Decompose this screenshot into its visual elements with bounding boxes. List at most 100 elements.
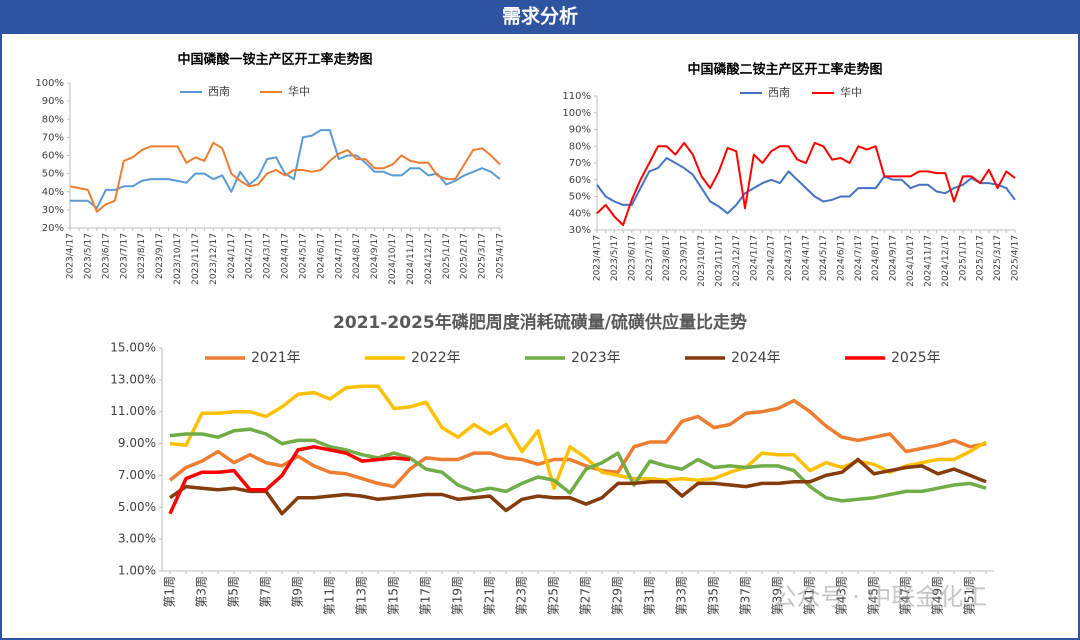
x-tick-label: 第11周: [323, 576, 337, 615]
y-tick-label: 5.00%: [118, 500, 156, 514]
y-tick-label: 70%: [42, 132, 64, 143]
x-tick-label: 第35周: [707, 576, 721, 615]
x-tick-label: 第13周: [355, 576, 369, 615]
x-tick-label: 2023/6/17: [627, 235, 637, 281]
x-tick-label: 2025/4/17: [1011, 235, 1021, 281]
y-tick-label: 30%: [569, 225, 591, 236]
x-tick-label: 2024/11/17: [406, 233, 416, 285]
y-tick-label: 60%: [42, 151, 64, 162]
series-line: [169, 427, 987, 503]
watermark: 公众号 · 中联金化工: [773, 583, 988, 611]
x-tick-label: 第25周: [547, 576, 561, 615]
x-tick-label: 第29周: [611, 576, 625, 615]
x-tick-label: 2024/6/17: [836, 235, 846, 281]
y-tick-label: 110%: [562, 91, 591, 102]
legend-label: 西南: [768, 86, 790, 99]
chart-title: 中国磷酸二铵主产区开工率走势图: [687, 62, 882, 78]
x-tick-label: 2023/12/17: [732, 235, 742, 287]
x-tick-label: 2025/2/17: [460, 233, 470, 279]
x-tick-label: 2023/10/17: [697, 235, 707, 287]
x-tick-label: 2024/9/17: [889, 235, 899, 281]
x-tick-label: 2024/5/17: [819, 235, 829, 281]
x-tick-label: 第3周: [195, 576, 209, 608]
chart-title: 2021-2025年磷肥周度消耗硫磺量/硫磺供应量比走势: [333, 312, 747, 333]
x-tick-label: 第23周: [515, 576, 529, 615]
legend-label: 2024年: [731, 350, 781, 366]
x-tick-label: 2024/4/17: [281, 233, 291, 279]
x-tick-label: 2024/11/17: [923, 235, 933, 287]
x-tick-label: 第27周: [579, 576, 593, 615]
y-tick-label: 15.00%: [110, 341, 156, 355]
series-line: [596, 157, 1016, 215]
x-tick-label: 第7周: [259, 576, 273, 608]
legend-label: 西南: [208, 85, 230, 98]
y-tick-label: 40%: [569, 208, 591, 219]
y-tick-label: 90%: [42, 96, 64, 107]
x-tick-label: 2023/11/17: [714, 235, 724, 287]
x-tick-label: 2024/9/17: [370, 233, 380, 279]
x-tick-label: 2024/4/17: [802, 235, 812, 281]
y-tick-label: 3.00%: [118, 532, 156, 546]
legend-label: 2022年: [411, 350, 461, 366]
x-tick-label: 2024/8/17: [871, 235, 881, 281]
y-tick-label: 30%: [42, 205, 64, 216]
x-tick-label: 2024/10/17: [906, 235, 916, 287]
legend-label: 华中: [840, 85, 862, 99]
x-tick-label: 2024/3/17: [784, 235, 794, 281]
x-tick-label: 第39周: [771, 576, 785, 615]
x-tick-label: 第49周: [931, 576, 945, 615]
series-line: [169, 457, 987, 516]
y-tick-label: 40%: [42, 187, 64, 198]
y-tick-label: 50%: [569, 192, 591, 203]
y-tick-label: 11.00%: [110, 404, 156, 418]
x-tick-label: 2023/4/17: [593, 235, 603, 281]
x-tick-label: 2023/12/17: [209, 233, 219, 285]
x-tick-label: 第43周: [835, 576, 849, 615]
y-tick-label: 13.00%: [110, 372, 156, 386]
x-tick-label: 第5周: [227, 576, 241, 608]
legend-label: 华中: [288, 84, 310, 98]
legend-label: 2023年: [571, 350, 621, 366]
series-line: [168, 398, 987, 489]
x-tick-label: 第31周: [643, 576, 657, 615]
y-tick-label: 50%: [42, 169, 64, 180]
x-tick-label: 2023/6/17: [101, 233, 111, 279]
x-tick-label: 2025/1/17: [958, 235, 968, 281]
x-tick-label: 第33周: [675, 576, 689, 615]
x-tick-label: 2023/8/17: [137, 233, 147, 279]
y-tick-label: 100%: [35, 78, 64, 89]
x-tick-label: 2024/5/17: [298, 233, 308, 279]
x-tick-label: 2025/4/17: [496, 233, 506, 279]
y-tick-label: 80%: [569, 141, 591, 152]
x-tick-label: 第1周: [163, 576, 177, 608]
x-tick-label: 2024/2/17: [767, 235, 777, 281]
y-tick-label: 70%: [569, 158, 591, 169]
x-tick-label: 2023/7/17: [645, 235, 655, 281]
y-tick-label: 100%: [562, 108, 591, 119]
x-tick-label: 2024/8/17: [352, 233, 362, 279]
x-tick-label: 第37周: [739, 576, 753, 615]
series-line: [168, 445, 411, 515]
legend-label: 2025年: [891, 350, 941, 366]
x-tick-label: 2023/5/17: [610, 235, 620, 281]
header-bar: [0, 0, 1080, 34]
x-tick-label: 2025/2/17: [976, 235, 986, 281]
x-tick-label: 第17周: [419, 576, 433, 615]
header-title: 需求分析: [502, 5, 578, 28]
y-tick-label: 20%: [42, 223, 64, 234]
x-tick-label: 第41周: [803, 576, 817, 615]
x-tick-label: 2023/9/17: [680, 235, 690, 281]
x-tick-label: 2023/11/17: [191, 233, 201, 285]
series-line: [596, 141, 1016, 226]
x-tick-label: 第51周: [963, 576, 977, 615]
legend-label: 2021年: [251, 350, 301, 366]
x-tick-label: 2024/1/17: [749, 235, 759, 281]
series-line: [69, 141, 501, 213]
x-tick-label: 2023/10/17: [173, 233, 183, 285]
x-tick-label: 第47周: [899, 576, 913, 615]
x-tick-label: 第21周: [483, 576, 497, 615]
x-tick-label: 2024/10/17: [388, 233, 398, 285]
x-tick-label: 2024/12/17: [424, 233, 434, 285]
